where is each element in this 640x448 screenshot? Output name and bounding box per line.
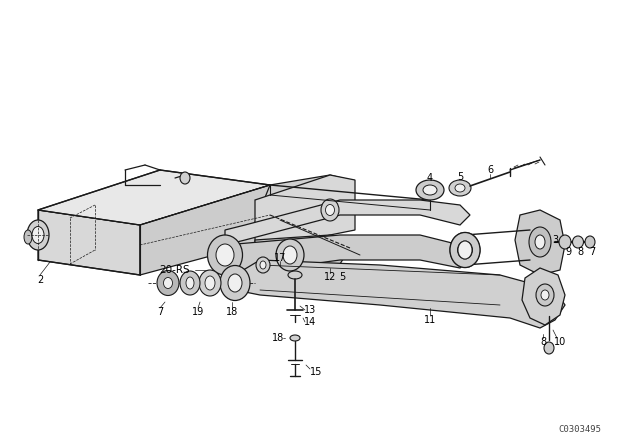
- Ellipse shape: [559, 235, 571, 249]
- Polygon shape: [522, 268, 565, 325]
- Text: 17: 17: [274, 253, 286, 263]
- Ellipse shape: [458, 241, 472, 259]
- Polygon shape: [515, 210, 565, 275]
- Text: C0303495: C0303495: [559, 426, 602, 435]
- Ellipse shape: [455, 184, 465, 192]
- Ellipse shape: [199, 270, 221, 296]
- Ellipse shape: [288, 271, 302, 279]
- Ellipse shape: [186, 277, 194, 289]
- Ellipse shape: [180, 271, 200, 295]
- Polygon shape: [255, 235, 355, 285]
- Ellipse shape: [290, 335, 300, 341]
- Text: 11: 11: [424, 315, 436, 325]
- Polygon shape: [250, 175, 350, 240]
- Text: 9: 9: [565, 247, 571, 257]
- Ellipse shape: [326, 204, 335, 215]
- Ellipse shape: [220, 266, 250, 301]
- Ellipse shape: [536, 284, 554, 306]
- Text: 2: 2: [37, 275, 43, 285]
- Ellipse shape: [228, 274, 242, 292]
- Polygon shape: [255, 175, 355, 255]
- Ellipse shape: [449, 180, 471, 196]
- Ellipse shape: [216, 244, 234, 266]
- Ellipse shape: [157, 271, 179, 296]
- Ellipse shape: [256, 257, 270, 273]
- Text: 8: 8: [577, 247, 583, 257]
- Ellipse shape: [163, 277, 173, 289]
- Text: 5: 5: [339, 272, 345, 282]
- Ellipse shape: [321, 199, 339, 221]
- Text: 12: 12: [324, 272, 336, 282]
- Text: 14: 14: [304, 317, 316, 327]
- Polygon shape: [225, 200, 470, 245]
- Text: 5: 5: [457, 172, 463, 182]
- Text: 15: 15: [310, 367, 322, 377]
- Ellipse shape: [450, 233, 480, 267]
- Text: 13: 13: [304, 305, 316, 315]
- Text: 7: 7: [589, 247, 595, 257]
- Text: 8: 8: [540, 337, 546, 347]
- Polygon shape: [225, 235, 470, 275]
- Text: 6: 6: [487, 165, 493, 175]
- Polygon shape: [38, 170, 270, 225]
- Ellipse shape: [260, 261, 266, 269]
- Ellipse shape: [276, 239, 304, 271]
- Ellipse shape: [24, 230, 32, 244]
- Ellipse shape: [27, 220, 49, 250]
- Text: 10: 10: [554, 337, 566, 347]
- Ellipse shape: [180, 172, 190, 184]
- Ellipse shape: [585, 236, 595, 248]
- Ellipse shape: [423, 185, 437, 195]
- Text: 18: 18: [226, 307, 238, 317]
- Ellipse shape: [535, 235, 545, 249]
- Ellipse shape: [283, 246, 297, 264]
- Ellipse shape: [458, 241, 472, 259]
- Text: 7: 7: [157, 307, 163, 317]
- Text: 18: 18: [272, 333, 284, 343]
- Ellipse shape: [573, 236, 584, 248]
- Ellipse shape: [529, 227, 551, 257]
- Text: 20-RS: 20-RS: [160, 265, 190, 275]
- Ellipse shape: [450, 233, 480, 267]
- Text: 4: 4: [427, 173, 433, 183]
- Ellipse shape: [416, 180, 444, 200]
- Ellipse shape: [205, 276, 215, 290]
- Polygon shape: [235, 260, 565, 328]
- Ellipse shape: [541, 290, 549, 300]
- Polygon shape: [38, 210, 140, 275]
- Text: 19: 19: [192, 307, 204, 317]
- Ellipse shape: [32, 227, 44, 244]
- Polygon shape: [140, 185, 270, 275]
- Text: 3: 3: [552, 235, 558, 245]
- Ellipse shape: [544, 342, 554, 354]
- Ellipse shape: [207, 235, 243, 275]
